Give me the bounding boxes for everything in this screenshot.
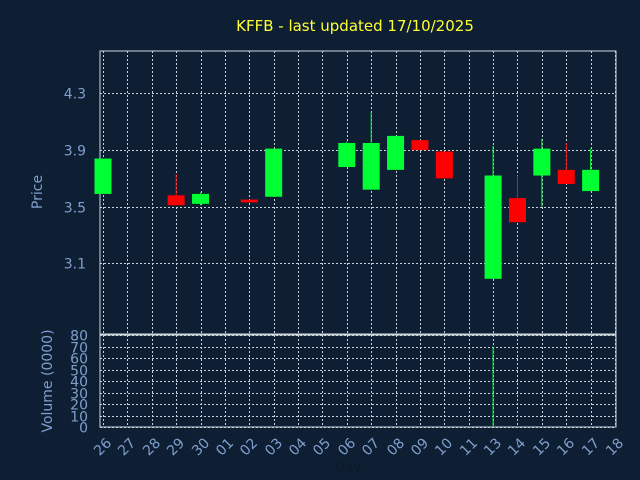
volume-tick-label: 60 [70,352,88,368]
x-tick-label: 15 [530,435,554,459]
candle-body [265,148,283,197]
price-tick-label: 4.3 [64,87,86,103]
candle-26 [94,158,112,194]
candle-body [435,151,453,179]
x-tick-label: 29 [164,435,188,459]
candle-29 [167,174,185,206]
chart-title: KFFB - last updated 17/10/2025 [236,17,474,35]
volume-tick-label: 50 [70,364,88,380]
x-tick-label: 18 [603,435,627,459]
price-tick-label: 3.5 [64,201,86,217]
candle-09 [411,140,429,151]
candle-body [362,142,380,190]
candle-body [582,169,600,192]
candle-body [508,198,526,223]
candle-body [94,158,112,194]
x-tick-label: 04 [286,435,310,459]
price-y-ticks: 3.1 3.5 3.9 4.3 [64,87,86,273]
x-tick-label: 13 [481,435,505,459]
candle-30 [192,192,210,206]
candle-body [387,135,405,170]
price-tick-label: 3.1 [64,257,86,273]
candle-07 [362,111,380,190]
volume-tick-label: 0 [79,421,88,437]
volume-gridlines [100,335,616,428]
candle-body [338,142,356,168]
x-tick-label: 28 [140,435,164,459]
candle-body [484,175,502,279]
candle-16 [557,142,575,185]
price-panel: 3.1 3.5 3.9 4.3 Price [30,50,617,335]
x-axis-label: Day [334,459,362,475]
price-gridlines [100,51,616,334]
candle-03 [265,148,283,197]
volume-tick-label: 80 [70,329,88,345]
price-tick-label: 3.9 [64,144,86,160]
x-tick-label: 26 [91,435,115,459]
candle-02 [240,199,258,203]
candle-06 [338,141,356,168]
candle-10 [435,151,453,179]
x-tick-label: 02 [237,435,261,459]
volume-tick-label: 10 [70,410,88,426]
x-tick-label: 10 [432,435,456,459]
volume-tick-label: 70 [70,341,88,357]
candle-15 [533,138,551,207]
x-tick-label: 17 [579,435,603,459]
candle-17 [582,148,600,192]
candles [94,111,600,279]
x-ticks: 26 27 28 29 30 01 02 03 04 05 06 07 08 09 10 11 13 14 15 16… [91,435,627,459]
candle-body [533,148,551,176]
x-tick-label: 09 [408,435,432,459]
x-tick-label: 01 [213,435,237,459]
candle-08 [387,135,405,170]
x-tick-label: 14 [505,435,529,459]
x-tick-label: 03 [262,435,286,459]
candle-body [557,169,575,185]
candle-body [192,193,210,204]
candle-13 [484,145,502,279]
price-axis-label: Price [30,175,46,209]
x-tick-label: 07 [359,435,383,459]
x-tick-label: 16 [554,435,578,459]
volume-axis-label: Volume (0000) [40,329,56,432]
volume-tick-label: 30 [70,387,88,403]
candle-body [167,195,185,206]
candle-14 [508,175,526,223]
x-tick-label: 08 [384,435,408,459]
candle-body [240,199,258,203]
x-tick-label: 06 [335,435,359,459]
x-tick-label: 30 [189,435,213,459]
x-tick-label: 11 [457,435,481,459]
x-tick-label: 05 [310,435,334,459]
x-tick-label: 27 [115,435,139,459]
candle-body [411,140,429,151]
volume-tick-label: 40 [70,375,88,391]
volume-tick-label: 20 [70,398,88,414]
